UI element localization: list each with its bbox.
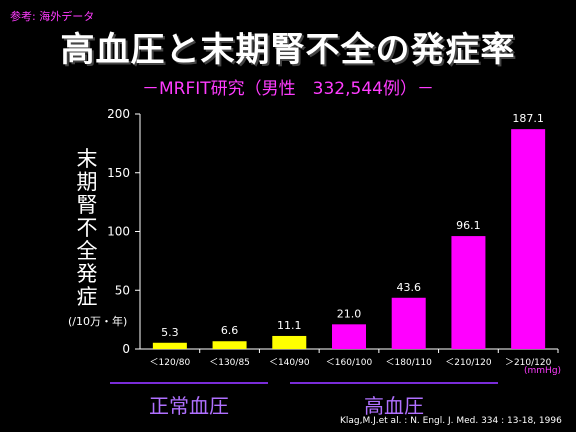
bar (451, 236, 486, 349)
normal-group-bracket (110, 382, 268, 384)
page-subtitle: －MRFIT研究（男性 332,544例）－ (142, 79, 434, 99)
y-axis-unit: (/10万・年) (68, 315, 128, 328)
x-tick-label: ＜210/120 (445, 358, 492, 368)
x-tick-label: ＜160/100 (326, 358, 373, 368)
bar (272, 335, 307, 349)
source-citation: Klag,M.J.et al. : N. Engl. J. Med. 334 :… (340, 416, 562, 426)
bar-value-label: 187.1 (512, 112, 544, 125)
y-axis-label: 末期腎不全発症 (76, 147, 98, 309)
bar-value-label: 11.1 (277, 319, 302, 332)
bar-value-label: 21.0 (337, 307, 362, 320)
x-tick-label: ＜180/110 (386, 358, 433, 368)
x-tick-label: ＜120/80 (150, 358, 191, 368)
bar-value-label: 96.1 (456, 219, 481, 232)
y-tick-label: 50 (115, 283, 130, 297)
y-tick-label: 200 (107, 107, 130, 121)
high-group-bracket (290, 382, 498, 384)
bar-value-label: 43.6 (396, 281, 421, 294)
page-title: 高血圧と末期腎不全の発症率 (60, 30, 516, 70)
bar (152, 342, 187, 349)
bar-value-label: 6.6 (221, 324, 239, 337)
x-tick-label: ＜140/90 (269, 358, 310, 368)
y-tick-label: 150 (107, 166, 130, 180)
bar (391, 297, 426, 349)
bar (332, 324, 366, 349)
x-tick-label: ＞210/120 (505, 358, 552, 368)
y-tick-label: 100 (107, 225, 130, 239)
reference-note: 参考: 海外データ (10, 10, 95, 23)
bar-value-label: 5.3 (161, 326, 179, 339)
normal-group-label: 正常血圧 (149, 394, 229, 418)
bar (212, 341, 247, 349)
bar (511, 129, 546, 349)
x-tick-label: ＜130/85 (209, 358, 250, 368)
x-axis-unit: (mmHg) (524, 366, 562, 376)
high-group-label: 高血圧 (364, 394, 424, 418)
y-tick-label: 0 (122, 342, 130, 356)
